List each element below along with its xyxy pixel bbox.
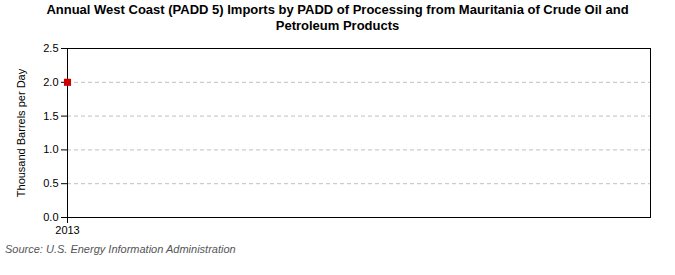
svg-text:0.0: 0.0 xyxy=(43,211,58,223)
svg-text:Thousand Barrels per Day: Thousand Barrels per Day xyxy=(15,68,27,197)
html-text:Annual West Coast (PADD 5) Imp: Annual West Coast (PADD 5) Imports by PA… xyxy=(46,2,629,33)
svg-text:1.5: 1.5 xyxy=(43,110,58,122)
html-text:Source: U.S. Energy Informatio: Source: U.S. Energy Information Administ… xyxy=(5,243,236,255)
svg-text:1.0: 1.0 xyxy=(43,143,58,155)
svg-text:2013: 2013 xyxy=(55,224,79,236)
svg-text:2.5: 2.5 xyxy=(43,42,58,54)
svg-text:0.5: 0.5 xyxy=(43,177,58,189)
svg-text:2.0: 2.0 xyxy=(43,76,58,88)
